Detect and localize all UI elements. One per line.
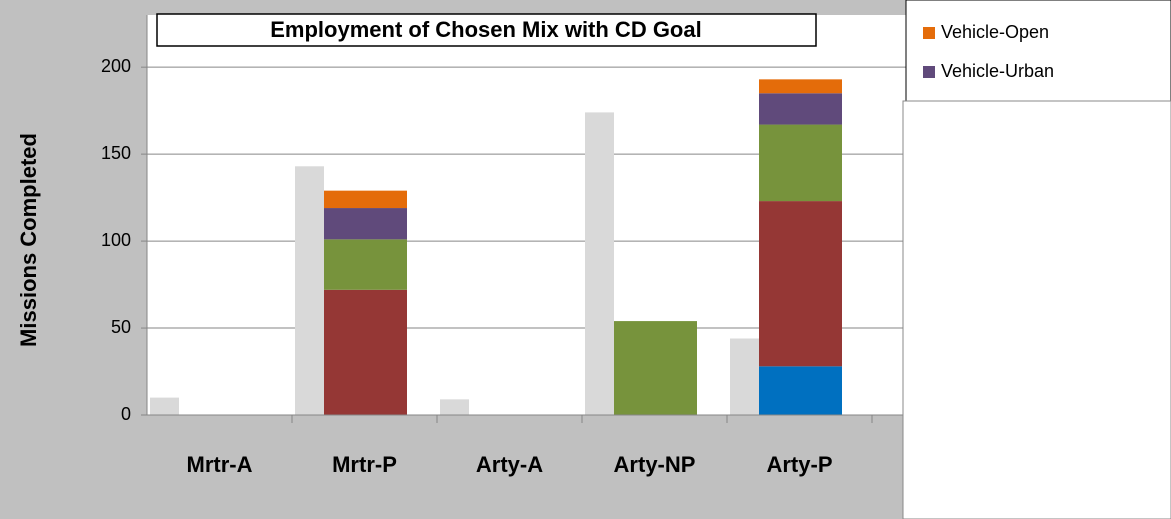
legend-box	[905, 0, 1171, 105]
bar-segment	[324, 289, 407, 415]
reference-bar	[295, 166, 324, 415]
chart-title: Employment of Chosen Mix with CD Goal	[270, 17, 701, 42]
plot	[147, 66, 1171, 416]
bar-segment	[759, 124, 842, 202]
y-tick-label: 100	[101, 230, 131, 250]
legend-label: Vehicle-Urban	[941, 61, 1054, 81]
x-tick-label: Mrtr-A	[187, 452, 253, 477]
bar-segment	[324, 239, 407, 290]
reference-bar	[440, 399, 469, 415]
legend-swatch	[923, 27, 935, 39]
y-tick-label: 150	[101, 143, 131, 163]
x-tick-label: Arty-P	[766, 452, 832, 477]
overlay-panel	[902, 100, 1171, 519]
bar-segment	[614, 321, 697, 415]
reference-bar	[150, 397, 179, 415]
legend: Vehicle-Open Vehicle-Urban	[923, 22, 1054, 81]
title-box	[156, 13, 817, 47]
y-axis-label: Missions Completed	[16, 133, 41, 347]
legend-label: Vehicle-Open	[941, 22, 1049, 42]
legend-swatch	[923, 66, 935, 78]
bar-segment	[759, 93, 842, 125]
x-tick-label: Mrtr-P	[332, 452, 397, 477]
reference-bar	[585, 112, 614, 416]
reference-bar	[730, 338, 759, 415]
bar-segment	[759, 366, 842, 415]
x-tick-label: Arty-NP	[614, 452, 696, 477]
x-tick-label: Arty-A	[476, 452, 543, 477]
bar-segment	[759, 79, 842, 94]
bar-segment	[324, 190, 407, 209]
y-tick-label: 50	[111, 317, 131, 337]
bar-segment	[759, 201, 842, 367]
y-tick-label: 200	[101, 56, 131, 76]
y-tick-label: 0	[121, 404, 131, 424]
bar-segment	[324, 208, 407, 240]
